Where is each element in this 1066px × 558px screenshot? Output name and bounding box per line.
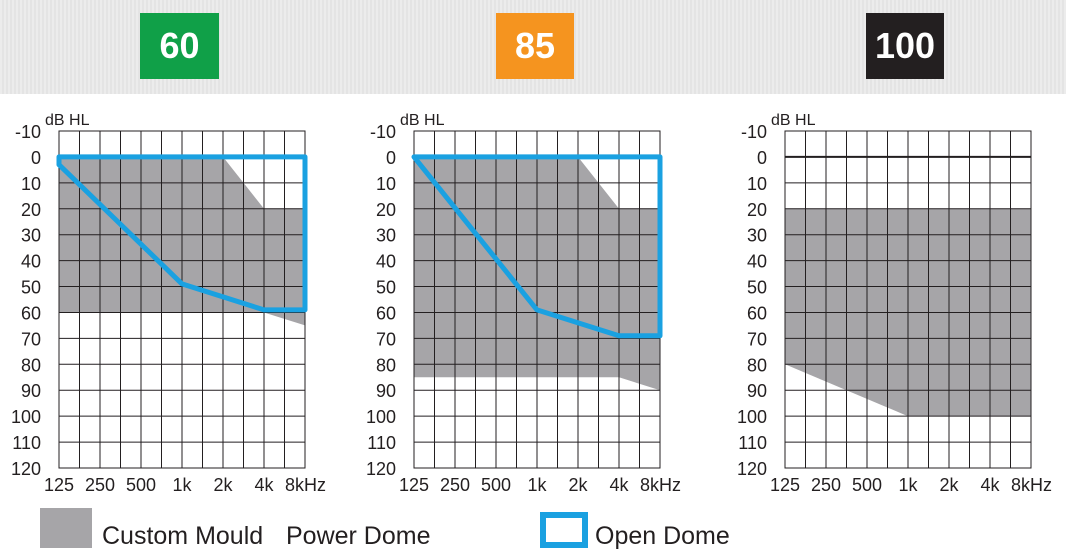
x-tick-label: 1k xyxy=(172,475,192,495)
y-tick-label: 50 xyxy=(747,278,767,298)
y-tick-label: -10 xyxy=(15,122,41,142)
y-axis-label: dB HL xyxy=(400,112,445,129)
y-tick-label: 120 xyxy=(366,459,396,479)
grid xyxy=(784,130,1032,469)
y-tick-label: 50 xyxy=(21,278,41,298)
y-tick-label: 70 xyxy=(376,329,396,349)
y-tick-label: 100 xyxy=(737,407,767,427)
x-tick-label: 250 xyxy=(811,475,841,495)
y-tick-label: 80 xyxy=(21,355,41,375)
y-tick-label: 40 xyxy=(21,252,41,272)
y-axis-label: dB HL xyxy=(45,112,90,129)
x-tick-label: 2k xyxy=(568,475,588,495)
x-tick-label: 1k xyxy=(898,475,918,495)
y-tick-label: 100 xyxy=(366,407,396,427)
x-tick-label: 4k xyxy=(609,475,629,495)
y-tick-label: 30 xyxy=(747,226,767,246)
y-axis-label: dB HL xyxy=(771,112,816,129)
y-tick-label: 40 xyxy=(376,252,396,272)
legend-swatch-custom-mould xyxy=(40,508,92,548)
y-tick-label: 20 xyxy=(21,200,41,220)
x-tick-label: 500 xyxy=(126,475,156,495)
legend-label-custom-mould: Custom Mould xyxy=(102,522,264,550)
y-tick-label: 70 xyxy=(747,329,767,349)
y-tick-label: 120 xyxy=(11,459,41,479)
y-tick-label: 60 xyxy=(747,303,767,323)
x-tick-label: 125 xyxy=(44,475,74,495)
y-tick-label: 10 xyxy=(376,174,396,194)
y-tick-label: 110 xyxy=(367,433,396,453)
series-open-dome xyxy=(56,154,308,313)
y-tick-label: 60 xyxy=(21,303,41,323)
y-tick-label: 60 xyxy=(376,303,396,323)
y-tick-label: 80 xyxy=(747,355,767,375)
x-tick-label: 250 xyxy=(85,475,115,495)
x-tick-label: 2k xyxy=(213,475,233,495)
y-tick-label: 80 xyxy=(376,355,396,375)
y-tick-label: -10 xyxy=(370,122,396,142)
x-tick-label: 4k xyxy=(980,475,1000,495)
plot-border xyxy=(784,130,1032,469)
y-tick-label: 90 xyxy=(21,381,41,401)
x-tick-label: 125 xyxy=(770,475,800,495)
y-tick-label: 30 xyxy=(376,226,396,246)
y-tick-label: 20 xyxy=(747,200,767,220)
gain-badge-100: 100 xyxy=(866,13,944,79)
y-tick-label: 30 xyxy=(21,226,41,246)
gain-badge-60: 60 xyxy=(140,13,219,79)
x-tick-label: 8kHz xyxy=(285,475,326,495)
x-tick-label: 500 xyxy=(481,475,511,495)
x-tick-label: 4k xyxy=(254,475,274,495)
x-tick-label: 250 xyxy=(440,475,470,495)
y-tick-label: 90 xyxy=(747,381,767,401)
y-tick-label: 120 xyxy=(737,459,767,479)
y-tick-label: 90 xyxy=(376,381,396,401)
y-tick-label: 10 xyxy=(747,174,767,194)
legend-label-open-dome: Open Dome xyxy=(595,522,730,550)
gain-badge-85: 85 xyxy=(496,13,574,79)
x-tick-label: 1k xyxy=(527,475,547,495)
y-tick-label: 20 xyxy=(376,200,396,220)
y-tick-label: 0 xyxy=(386,148,396,168)
legend-label-power-dome: Power Dome xyxy=(286,522,431,550)
x-tick-label: 2k xyxy=(939,475,959,495)
x-tick-label: 125 xyxy=(399,475,429,495)
y-tick-label: 40 xyxy=(747,252,767,272)
y-tick-label: 110 xyxy=(738,433,767,453)
y-tick-label: -10 xyxy=(741,122,767,142)
x-tick-label: 8kHz xyxy=(640,475,681,495)
series-open-dome xyxy=(411,154,663,339)
y-tick-label: 0 xyxy=(31,148,41,168)
y-tick-label: 100 xyxy=(11,407,41,427)
y-tick-label: 50 xyxy=(376,278,396,298)
y-tick-label: 10 xyxy=(21,174,41,194)
y-tick-label: 70 xyxy=(21,329,41,349)
y-tick-label: 110 xyxy=(12,433,41,453)
y-tick-label: 0 xyxy=(757,148,767,168)
legend-swatch-open-dome xyxy=(540,512,588,548)
x-tick-label: 8kHz xyxy=(1011,475,1052,495)
x-tick-label: 500 xyxy=(852,475,882,495)
